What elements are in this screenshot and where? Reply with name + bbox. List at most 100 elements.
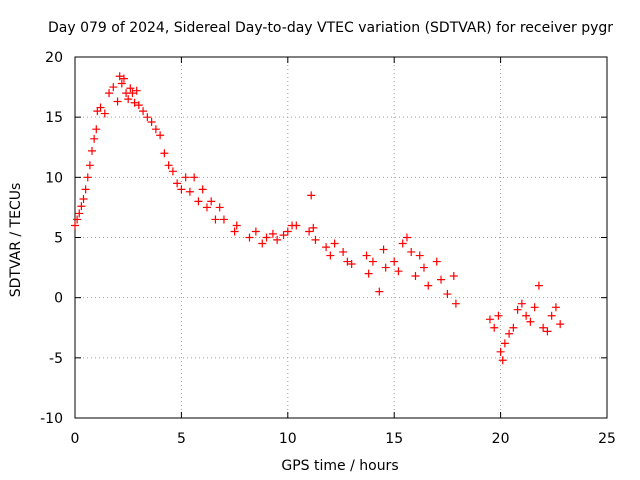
data-point: [498, 356, 507, 365]
y-tick-label: 20: [45, 50, 63, 66]
data-point: [71, 221, 79, 230]
data-point: [130, 98, 139, 107]
data-point: [273, 235, 282, 244]
data-point: [449, 272, 458, 281]
data-point: [194, 197, 203, 206]
data-point: [117, 79, 126, 88]
data-point: [143, 113, 152, 122]
data-point: [415, 251, 424, 260]
data-point: [283, 227, 292, 236]
data-point: [326, 251, 335, 260]
x-axis-label: GPS time / hours: [281, 458, 398, 474]
data-point: [451, 299, 460, 308]
y-tick-label: -5: [49, 351, 63, 367]
data-point: [177, 185, 186, 194]
data-point: [168, 167, 177, 176]
data-point: [398, 239, 407, 248]
data-point: [339, 247, 348, 256]
data-point: [147, 117, 156, 126]
data-point: [190, 173, 199, 182]
data-point: [258, 239, 267, 248]
x-tick-label: 25: [598, 431, 616, 447]
y-tick-label: 5: [54, 231, 63, 247]
data-point: [262, 233, 271, 242]
axis-ticks: 0 5 10 15 20 25 -10 -5 0 5 10 15 20: [40, 50, 616, 447]
data-point: [362, 251, 371, 260]
data-point: [411, 272, 420, 281]
data-point: [547, 311, 556, 320]
data-point: [539, 323, 548, 332]
data-point: [322, 243, 331, 252]
data-point: [309, 223, 318, 232]
data-point: [307, 191, 316, 200]
data-point: [390, 257, 399, 266]
data-point: [530, 303, 539, 312]
data-point: [343, 257, 352, 266]
data-point: [513, 305, 522, 314]
data-point: [543, 327, 552, 336]
data-point: [394, 267, 403, 276]
data-point: [113, 97, 122, 106]
data-point: [526, 317, 535, 326]
data-point: [534, 281, 543, 290]
data-point: [126, 84, 135, 93]
data-point: [134, 101, 143, 110]
data-point: [424, 281, 433, 290]
data-point: [164, 161, 173, 170]
data-point: [100, 109, 109, 118]
data-point: [88, 146, 97, 155]
data-point: [407, 247, 416, 256]
x-tick-label: 20: [492, 431, 510, 447]
chart-title: Day 079 of 2024, Sidereal Day-to-day VTE…: [48, 20, 613, 36]
data-point: [494, 311, 503, 320]
data-point: [96, 103, 105, 112]
data-point: [90, 134, 99, 143]
data-point: [109, 83, 118, 92]
x-tick-label: 15: [385, 431, 403, 447]
data-point: [219, 215, 228, 224]
data-point: [402, 233, 411, 242]
data-points: [71, 72, 565, 365]
data-point: [215, 203, 224, 212]
data-point: [211, 215, 220, 224]
data-point: [509, 323, 518, 332]
data-point: [279, 231, 288, 240]
data-point: [268, 229, 277, 238]
data-point: [173, 179, 182, 188]
data-point: [119, 74, 128, 83]
y-axis-label: SDTVAR / TECUs: [8, 183, 24, 298]
data-point: [128, 89, 137, 98]
data-point: [92, 125, 101, 134]
data-point: [251, 227, 260, 236]
data-point: [77, 202, 86, 211]
data-point: [485, 315, 494, 324]
data-point: [75, 209, 84, 218]
grid-lines: [75, 57, 607, 418]
data-point: [207, 197, 216, 206]
data-point: [85, 161, 94, 170]
data-point: [139, 107, 148, 116]
data-point: [443, 290, 452, 299]
data-point: [292, 221, 301, 230]
data-point: [79, 194, 88, 203]
data-point: [490, 323, 499, 332]
data-point: [83, 173, 92, 182]
data-point: [181, 173, 190, 182]
data-point: [375, 287, 384, 296]
data-point: [551, 303, 560, 312]
data-point: [105, 89, 114, 98]
data-point: [185, 187, 194, 196]
data-point: [522, 311, 531, 320]
data-point: [160, 149, 169, 158]
data-point: [419, 263, 428, 272]
data-point: [73, 215, 82, 224]
x-tick-label: 10: [279, 431, 297, 447]
data-point: [305, 227, 314, 236]
data-point: [230, 227, 239, 236]
data-point: [202, 203, 211, 212]
y-tick-label: 10: [45, 170, 63, 186]
data-point: [379, 245, 388, 254]
data-point: [505, 329, 514, 338]
data-point: [156, 131, 165, 140]
